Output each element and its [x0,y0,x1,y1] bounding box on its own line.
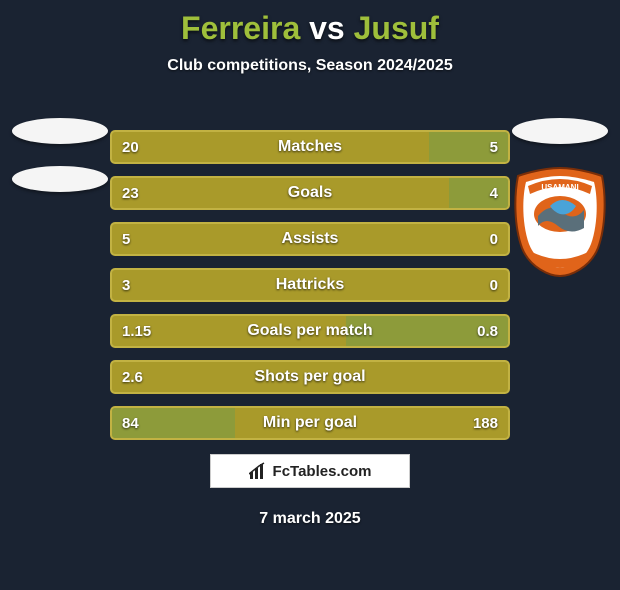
stat-value-right: 0 [490,231,498,248]
comparison-title: Ferreira vs Jusuf [0,10,620,47]
right-badges: USAMANI [505,118,615,278]
brand-text: FcTables.com [273,463,372,480]
placeholder-badge [12,118,108,144]
stat-label: Hattricks [112,276,508,294]
stat-row: 5Assists0 [110,222,510,256]
stat-row: 3Hattricks0 [110,268,510,302]
vs-label: vs [309,10,345,46]
stat-value-right: 0.8 [477,323,498,340]
stat-value-right: 0 [490,277,498,294]
stat-label: Goals per match [112,322,508,340]
stat-row: 84Min per goal188 [110,406,510,440]
chart-icon [249,462,267,480]
stat-label: Min per goal [112,414,508,432]
date-label: 7 march 2025 [0,510,620,528]
stat-row: 1.15Goals per match0.8 [110,314,510,348]
placeholder-badge [12,166,108,192]
placeholder-badge [512,118,608,144]
stat-row: 20Matches5 [110,130,510,164]
player1-name: Ferreira [181,10,300,46]
comparison-bars: 20Matches523Goals45Assists03Hattricks01.… [110,130,510,452]
brand-box[interactable]: FcTables.com [210,454,410,488]
stat-label: Goals [112,184,508,202]
stat-label: Assists [112,230,508,248]
svg-text:USAMANI: USAMANI [541,183,578,192]
left-badges [5,118,115,192]
stat-label: Shots per goal [112,368,508,386]
stat-value-right: 4 [490,185,498,202]
player2-name: Jusuf [354,10,439,46]
stat-row: 2.6Shots per goal [110,360,510,394]
shield-icon: USAMANI [510,166,610,278]
stat-value-right: 188 [473,415,498,432]
stat-row: 23Goals4 [110,176,510,210]
stat-label: Matches [112,138,508,156]
club-logo: USAMANI [510,166,610,278]
subtitle: Club competitions, Season 2024/2025 [0,57,620,75]
stat-value-right: 5 [490,139,498,156]
